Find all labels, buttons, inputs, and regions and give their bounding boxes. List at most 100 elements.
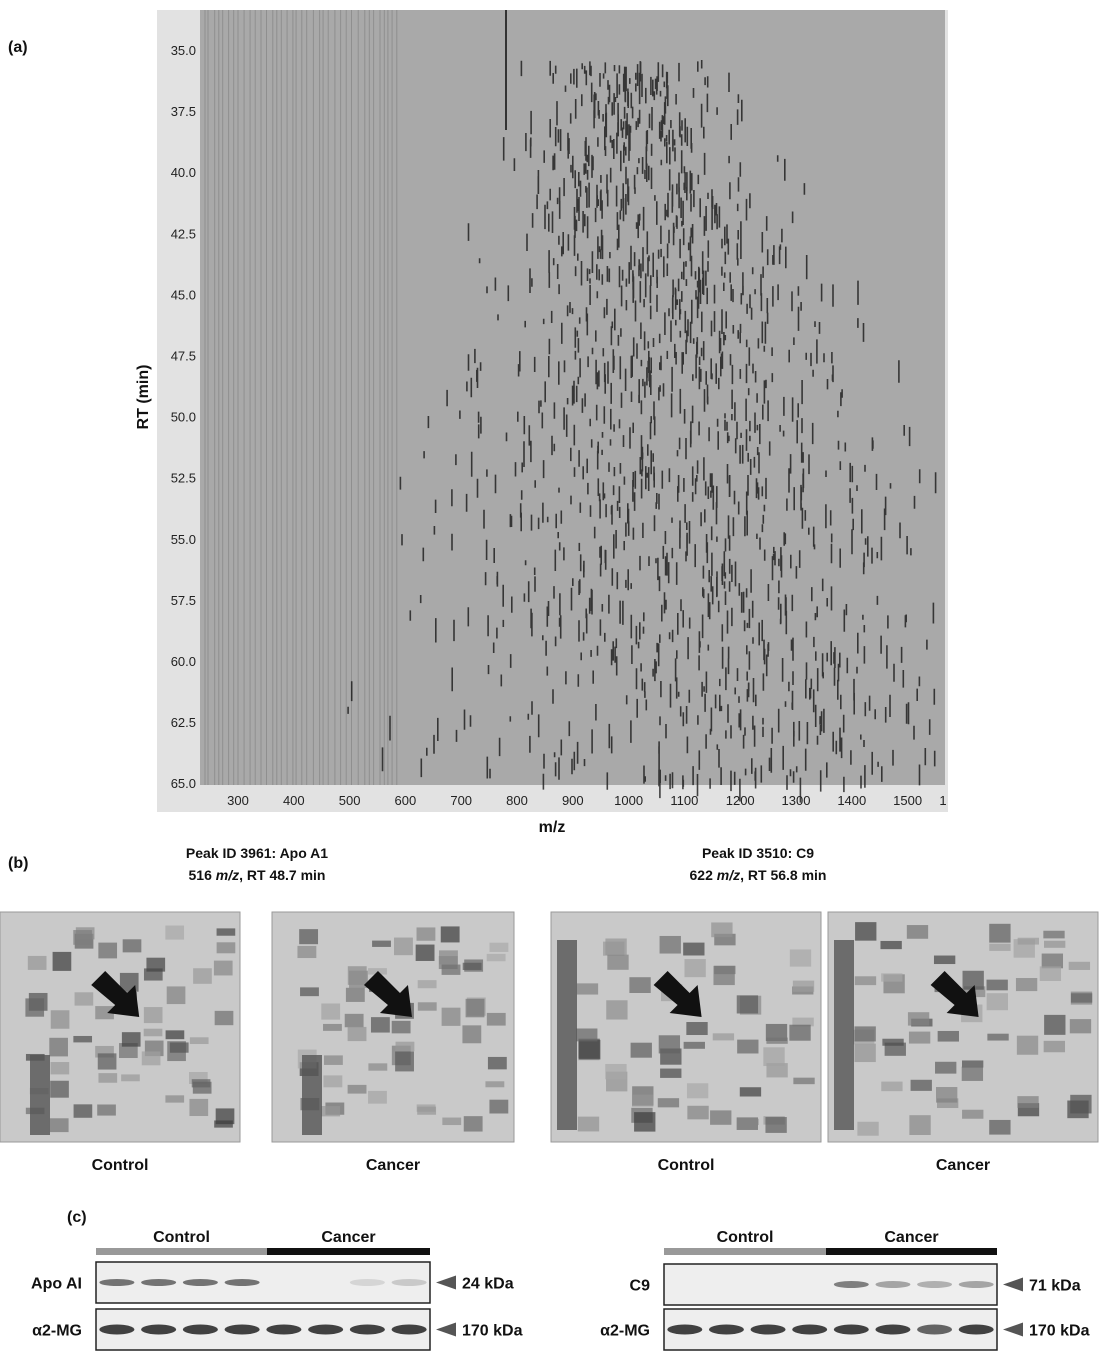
arrow [653,971,702,1017]
ms-block [792,1017,814,1027]
ms-block [961,1060,984,1068]
band [141,1324,177,1335]
ms-block [714,933,736,946]
ms-block [416,927,436,941]
band [349,1324,385,1335]
x-tick-label: 1300 [782,793,811,808]
ms-block [25,998,45,1017]
band [266,1324,302,1335]
ms-block [300,987,319,997]
ms-block [736,995,759,1014]
ms-block [119,1043,138,1059]
ms-block [962,970,984,990]
panel-label: (b) [8,855,28,872]
ms-block [321,1106,341,1117]
arrow [91,971,140,1017]
ms-block [962,1109,984,1119]
ms-block [143,1028,163,1037]
ms-block [989,923,1011,943]
ms-block [854,1043,876,1063]
ms-block [687,1105,709,1120]
ms-block [686,1022,708,1036]
group-label: Control [153,1229,210,1246]
ms-block [766,1037,788,1044]
ms-block [73,1035,93,1043]
ms-block [576,1028,598,1042]
y-tick-label: 50.0 [171,410,196,425]
ms-block [1015,978,1038,992]
ms-block [489,942,509,952]
ms-block [73,930,92,945]
ms-block [1043,930,1065,939]
ms-block [713,965,735,986]
group-label: Cancer [366,1157,420,1174]
ms-block [169,1042,189,1053]
band [99,1279,135,1286]
ms-block [165,1095,185,1103]
ms-block [987,1033,1009,1041]
ms-block [50,1010,70,1029]
y-tick-label: 35.0 [171,43,196,58]
ms-block [486,953,506,962]
ms-block [462,962,482,970]
ms-block [95,1006,114,1020]
ms-block [417,1002,437,1011]
ms-block [213,960,233,976]
ms-block [605,938,627,955]
ms-block [854,1026,876,1042]
ms-block [854,976,877,986]
x-tick-label: 400 [283,793,305,808]
ms-block [605,1063,627,1080]
ms-block [323,1023,342,1031]
panel-c: Control Cancer Apo AI 24 kDa α2-MG 170 kDa Con… [31,1229,1090,1351]
arrowhead [1003,1322,1023,1337]
size-label: 170 kDa [1029,1323,1090,1340]
group-label: Control [92,1157,149,1174]
ms-block [658,1035,681,1054]
ms-block [323,1055,343,1065]
subtitle-part: , RT 48.7 min [239,867,325,883]
x-tick-label: 1000 [614,793,643,808]
ms-block [214,1010,234,1026]
ms-block [793,1077,815,1085]
ms-block [97,1104,116,1116]
band [182,1324,218,1335]
ms-block [881,973,903,982]
baseline-streaks [204,10,398,785]
ms-block [299,929,319,945]
ms-block [370,1017,390,1033]
x-tick-label: 300 [227,793,249,808]
peak-subtitle: 516 m/z, RT 48.7 min [189,867,326,883]
ms-block [857,1121,879,1136]
band [833,1281,869,1288]
ms-block [880,940,902,950]
row-label: α2-MG [600,1323,650,1340]
ms-block [737,1039,759,1054]
ms-block [165,1030,185,1040]
y-tick-label: 42.5 [171,226,196,241]
x-tick-label: 1400 [837,793,866,808]
ms-block [686,1083,709,1099]
dark-lane [30,1055,50,1135]
ms-block [215,1108,235,1125]
size-label: 71 kDa [1029,1278,1081,1295]
y-tick-label: 45.0 [171,287,196,302]
band [917,1324,953,1335]
band [958,1281,994,1288]
group-bar [96,1248,267,1255]
ms-block [1070,1094,1092,1114]
subtitle-part: m/z [216,867,239,883]
ms-block [1044,1014,1066,1035]
band [224,1324,260,1335]
y-tick-label: 57.5 [171,593,196,608]
ms-block [489,1099,509,1114]
ms-block [417,980,437,989]
ms-block [936,1087,958,1103]
x-tick-label: 1 [939,793,946,808]
group-label: Cancer [936,1157,990,1174]
ms-block [986,993,1008,1011]
group-bar [267,1248,430,1255]
ms-block [216,928,236,936]
